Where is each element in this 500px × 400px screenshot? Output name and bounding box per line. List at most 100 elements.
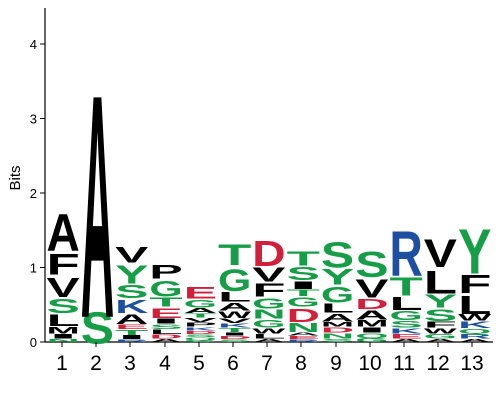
x-tick-label: 10 [358,352,381,375]
logo-letter-Y: Y [115,261,148,289]
logo-letter-S: S [321,338,354,343]
logo-letter-Q: Q [355,332,388,339]
logo-letter-D: D [218,335,251,340]
x-tick-label: 11 [393,352,415,375]
logo-letter-W: W [218,310,252,320]
logo-letter-F: F [424,320,457,329]
x-tick-label: 5 [193,352,205,375]
logo-letter-G: G [390,308,423,323]
logo-letter-R: R [458,333,492,340]
logo-letter-K: K [184,326,218,331]
logo-letter-D: D [184,330,217,335]
logo-letter-I: I [47,333,80,340]
logo-letter-A: A [81,30,114,386]
axes [44,8,493,343]
logo-letter-E: E [390,333,423,340]
logo-letter-I: I [355,326,388,334]
logo-letter-S: S [47,296,80,318]
logo-letter-S: S [287,264,320,284]
logo-letter-Q: Q [458,328,491,335]
logo-letter-P: P [184,322,217,328]
logo-letter-A: A [115,312,148,327]
logo-letter-K: K [218,322,252,328]
y-tick-label: 2 [30,186,37,201]
x-ticks: 1 2 3 4 5 6 7 8 9 10 11 12 13 [56,342,484,375]
logo-letter-T: T [115,328,149,336]
x-tick-label: 1 [56,352,68,375]
x-tick-label: 2 [90,352,102,375]
logo-letter-V: V [218,317,252,324]
logo-letter-F: F [458,270,491,299]
x-tick-label: 3 [124,352,136,375]
logo-letter-W: W [458,313,492,323]
logo-letter-L: L [47,312,80,330]
y-tick-label: 0 [30,335,37,350]
logo-letter-V: V [355,275,389,303]
logo-letter-W: W [424,327,457,335]
x-tick-label: 13 [460,352,483,375]
logo-letter-G: G [355,337,388,343]
logo-letter-I: I [115,334,148,340]
logo-letter-T: T [218,239,252,272]
logo-letter-L: L [390,293,423,314]
logo-letter-Y: Y [321,265,355,289]
x-tick-label: 9 [330,352,342,375]
logo-letter-T: T [287,288,320,298]
logo-letter-D: D [252,233,285,274]
logo-letter-T: T [184,313,218,319]
logo-letter-I: I [149,317,182,325]
y-axis-label: Bits [7,165,24,190]
logo-letter-G: G [424,333,457,340]
logo-letter-A: A [287,331,320,336]
x-tick-label: 8 [295,352,307,375]
logo-letter-M: M [47,326,80,336]
logo-letter-R: R [390,219,423,290]
logo-letter-D: D [287,306,320,326]
logo-letter-K: K [390,327,424,335]
logo-letter-S: S [424,306,457,325]
logo-letter-A: A [184,307,217,315]
logo-letter-R: R [115,339,148,343]
logo-letter-K: K [115,297,148,317]
logo-letter-R: R [287,339,320,343]
logo-letter-G: G [218,262,251,297]
logo-letter-A: A [321,312,354,324]
logo-letter-D: D [149,333,182,339]
logo-letter-T: T [149,295,182,309]
logo-letter-M: M [355,319,388,329]
logo-letter-G: G [287,295,320,310]
logo-letter-S: S [390,319,423,329]
logo-letter-F: F [47,248,80,281]
logo-letter-G: G [184,298,217,310]
logo-letter-W: W [252,327,285,335]
y-tick-label: 4 [30,37,37,52]
logo-letter-G: G [252,295,285,311]
logo-letter-A: A [355,308,388,322]
logo-letter-T: T [390,272,423,301]
logo-letter-I: I [218,331,251,336]
y-tick-label: 3 [30,112,37,127]
logo-letter-T: T [218,327,252,333]
logo-letter-P: P [149,262,182,283]
logo-letter-Y: Y [458,217,491,288]
logo-letter-S: S [149,323,182,330]
y-tick-label: 1 [30,261,37,276]
logo-letter-D: D [321,326,354,334]
logo-letter-Y: Y [424,291,457,311]
logo-letter-K: K [458,320,491,330]
x-tick-label: 7 [261,352,273,375]
logo-letter-A: A [149,338,182,343]
logo-letter-E: E [115,323,148,330]
logo-letter-V: V [252,264,285,286]
logo-letter-V: V [184,317,218,323]
logo-letter-G: G [252,318,285,330]
x-tick-label: 4 [159,352,171,375]
logo-letter-S: S [81,304,114,355]
logo-letter-S: S [184,334,217,338]
logo-letter-L: L [321,301,354,315]
logo-letter-F: F [252,280,285,301]
logo-letter-S: S [355,245,388,286]
logo-letter-C: C [184,340,217,343]
logo-letter-L: L [458,291,491,320]
